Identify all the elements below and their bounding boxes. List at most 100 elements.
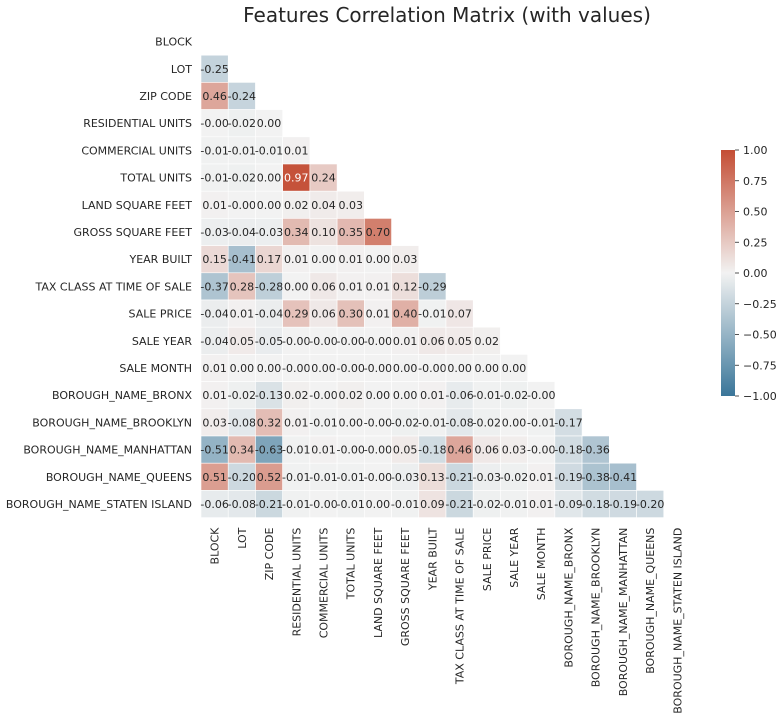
heatmap-cell [554,408,583,437]
cell-value-label: 0.01 [202,362,227,375]
heatmap-cell [472,354,501,382]
cell-value-label: 0.46 [447,444,472,457]
cell-value-label: -0.01 [309,471,337,484]
cell-value-label: 0.00 [366,253,391,266]
cell-value-label: 0.03 [338,199,363,212]
row-label: BOROUGH_NAME_QUEENS [46,471,192,484]
cell-value-label: 0.01 [202,199,227,212]
heatmap-cell [364,272,392,301]
cell-value-label: -0.02 [391,416,419,429]
column-label: BOROUGH_NAME_MANHATTAN [617,528,630,697]
heatmap-cell [255,354,283,382]
heatmap-cell [418,272,447,301]
heatmap-cell [282,299,311,328]
heatmap-cell [227,218,256,246]
heatmap-cell [309,435,338,464]
row-label: BOROUGH_NAME_STATEN ISLAND [6,498,192,511]
cell-value-label: -0.03 [473,471,501,484]
cell-value-label: 0.02 [475,335,500,348]
cell-value-label: -0.41 [609,471,637,484]
heatmap-cell [418,381,447,410]
heatmap-cell [445,354,474,382]
colorbar-tick-label: −0.75 [743,359,777,372]
cell-value-label: -0.25 [200,63,228,76]
cell-value-label: 0.40 [393,308,418,321]
heatmap-cell [336,354,365,382]
heatmap-cell [336,326,365,355]
cell-value-label: -0.00 [527,389,555,402]
cell-value-label: -0.01 [336,471,364,484]
cell-value-label: -0.24 [228,90,256,103]
cell-value-label: -0.02 [500,389,528,402]
cell-value-label: -0.38 [581,471,609,484]
heatmap-cell [472,381,501,410]
colorbar-tick-label: 0.00 [743,267,768,280]
heatmap-cell [418,408,447,437]
heatmap-cell [581,435,610,464]
column-labels: BLOCK LOT ZIP CODE RESIDENTIAL UNITS COMMERC… [209,527,685,714]
row-label: BLOCK [155,36,193,49]
heatmap-cell [554,490,583,518]
cell-value-label: -0.01 [200,172,228,185]
cell-value-label: 0.01 [529,498,554,511]
cell-value-label: 0.10 [311,226,336,239]
heatmap-cell [391,354,420,382]
heatmap-cell [418,326,447,355]
column-label: YEAR BUILT [426,527,439,591]
heatmap-cell [282,462,311,491]
heatmap-cell [282,272,311,301]
heatmap-cell [227,490,256,518]
heatmap-cell [636,490,665,518]
cell-value-label: -0.20 [636,498,664,511]
column-label: BOROUGH_NAME_QUEENS [644,528,657,674]
cell-value-label: -0.17 [554,416,582,429]
cell-value-label: -0.02 [473,498,501,511]
cell-value-label: -0.20 [228,471,256,484]
heatmap-cell [527,490,556,518]
cell-value-label: 0.17 [257,253,282,266]
cell-value-label: -0.19 [554,471,582,484]
colorbar-gradient [721,150,735,396]
heatmap-cell [364,490,392,518]
heatmap-cell [418,354,447,382]
cell-value-label: 0.04 [311,199,336,212]
heatmap-cell [364,354,392,382]
cell-value-label: -0.01 [500,498,528,511]
cell-value-label: -0.29 [418,280,446,293]
column-label: BOROUGH_NAME_BRONX [562,527,575,667]
cell-value-label: 0.01 [529,471,554,484]
cell-value-label: -0.00 [309,498,337,511]
heatmap-cell [200,462,229,491]
heatmap-cell [472,408,501,437]
heatmap-cell [309,299,338,328]
heatmap-cell [200,326,229,355]
cell-value-label: -0.06 [445,389,473,402]
cell-value-label: 0.13 [420,471,445,484]
heatmap-cell [282,408,311,437]
cell-value-label: -0.01 [255,144,283,157]
row-label: LOT [171,63,192,76]
cell-value-label: -0.03 [255,226,283,239]
cell-value-label: -0.01 [418,416,446,429]
row-label: SALE YEAR [132,335,192,348]
cell-value-label: 0.29 [284,308,309,321]
colorbar-tick-label: −0.50 [743,329,777,342]
cell-value-label: -0.04 [200,335,228,348]
cell-value-label: 0.06 [311,280,336,293]
heatmap-cell [391,408,420,437]
cell-value-label: -0.01 [418,308,446,321]
heatmap-cell [472,326,501,355]
cell-value-label: -0.03 [391,471,419,484]
heatmap-cell [500,490,528,518]
cell-value-label: 0.01 [230,308,255,321]
heatmap-cell [608,462,637,491]
heatmap-cell [200,354,229,382]
cell-value-label: 0.00 [311,362,336,375]
row-label: SALE PRICE [129,308,192,321]
cell-value-label: 0.30 [338,308,363,321]
cell-value-label: -0.01 [336,498,364,511]
cell-value-label: -0.21 [255,498,283,511]
heatmap-cell [200,490,229,518]
heatmap-cell [255,462,283,491]
cell-value-label: -0.01 [282,471,310,484]
